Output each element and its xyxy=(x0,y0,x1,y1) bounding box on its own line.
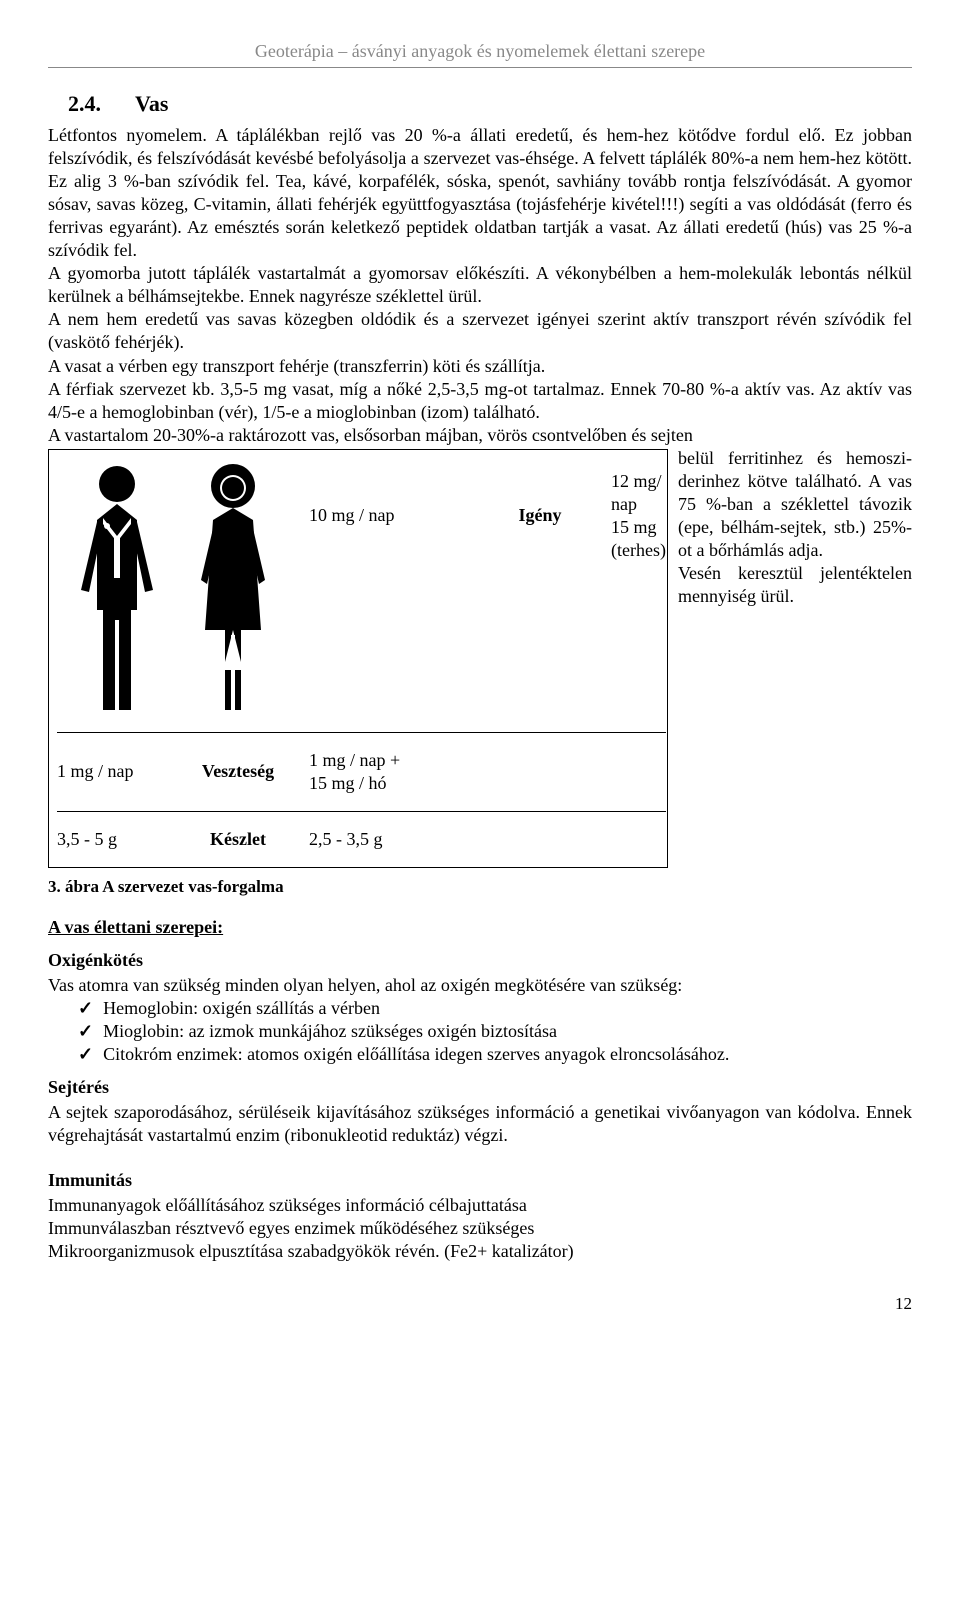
female-icon xyxy=(173,460,303,726)
fig-female-veszteseg: 1 mg / nap + 15 mg / hó xyxy=(309,739,469,805)
body-p7-wrap: Vesén keresztül jelentéktelen mennyiség … xyxy=(678,563,912,606)
fig-male-igeny: 10 mg / nap xyxy=(309,494,469,537)
body-p5: A férfiak szervezet kb. 3,5-5 mg vasat, … xyxy=(48,378,912,424)
fig-label-keszlet: Készlet xyxy=(173,818,303,861)
list-item: Hemoglobin: oxigén szállítás a vérben xyxy=(78,997,912,1020)
immun-l2: Immunválaszban résztvevő egyes enzimek m… xyxy=(48,1217,912,1240)
list-item: Citokróm enzimek: atomos oxigén előállít… xyxy=(78,1043,912,1066)
section-heading: 2.4. Vas xyxy=(68,90,912,118)
roles-heading: A vas élettani szerepei: xyxy=(48,916,912,939)
sejteres-head: Sejtérés xyxy=(48,1076,912,1099)
figure-box: 10 mg / nap Igény xyxy=(48,449,668,868)
sejteres-text: A sejtek szaporodásához, sérüléseik kija… xyxy=(48,1101,912,1147)
fig-male-keszlet: 3,5 - 5 g xyxy=(57,818,167,861)
body-p6-lead: A vastartalom 20-30%-a raktározott vas, … xyxy=(48,424,912,447)
body-p2: A gyomorba jutott táplálék vastartalmát … xyxy=(48,262,912,308)
figure-caption: 3. ábra A szervezet vas-forgalma xyxy=(48,876,912,898)
header-rule xyxy=(48,67,912,68)
fig-male-veszteseg: 1 mg / nap xyxy=(57,750,167,793)
immun-head: Immunitás xyxy=(48,1169,912,1192)
body-p6-wrap: belül ferritinhez és hemoszi-derinhez kö… xyxy=(678,448,912,560)
fig-label-igeny: Igény xyxy=(475,494,605,537)
fig-female-igeny: 12 mg/ nap 15 mg (terhes) xyxy=(611,460,666,572)
running-header: Geoterápia – ásványi anyagok és nyomelem… xyxy=(48,40,912,63)
oxigen-list: Hemoglobin: oxigén szállítás a vérben Mi… xyxy=(48,997,912,1066)
page-number: 12 xyxy=(48,1293,912,1315)
immun-l1: Immunanyagok előállításához szükséges in… xyxy=(48,1194,912,1217)
fig-female-keszlet: 2,5 - 3,5 g xyxy=(309,818,469,861)
body-p1: Létfontos nyomelem. A táplálékban rejlő … xyxy=(48,124,912,262)
section-title: Vas xyxy=(135,91,168,116)
oxigen-head: Oxigénkötés xyxy=(48,949,912,972)
body-p3: A nem hem eredetű vas savas közegben old… xyxy=(48,308,912,354)
fig-label-veszteseg: Veszteség xyxy=(173,750,303,793)
section-number: 2.4. xyxy=(68,91,101,116)
body-p4: A vasat a vérben egy transzport fehérje … xyxy=(48,355,912,378)
list-item: Mioglobin: az izmok munkájához szükséges… xyxy=(78,1020,912,1043)
oxigen-lead: Vas atomra van szükség minden olyan hely… xyxy=(48,974,912,997)
immun-l3: Mikroorganizmusok elpusztítása szabadgyö… xyxy=(48,1240,912,1263)
male-icon xyxy=(57,460,167,726)
